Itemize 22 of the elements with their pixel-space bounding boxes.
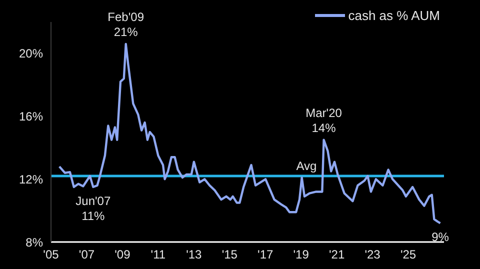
y-tick-label: 20% [18,46,44,61]
x-tick-label: '17 [258,248,274,262]
annotation: 9% [432,230,450,244]
y-tick-label: 16% [18,110,44,124]
x-tick-label: '19 [293,248,310,262]
annotation: Jun'07 11% [76,194,111,223]
x-tick-label: '11 [150,248,166,262]
x-tick-label: '07 [78,248,95,262]
x-tick-label: '13 [186,248,202,262]
x-tick-label: '09 [114,248,131,262]
annotation: Mar'20 14% [306,106,342,135]
annotation: Feb'09 21% [108,10,144,39]
x-tick-label: '25 [400,248,416,262]
x-tick-label: '05 [43,248,60,262]
x-tick-label: '23 [364,248,381,262]
y-tick-label: 8% [26,235,44,250]
legend-label: cash as % AUM [348,8,440,23]
x-tick-label: '21 [329,248,345,262]
ref-line-label: Avg [296,159,317,173]
line-series [58,42,442,224]
x-tick-label: '15 [222,248,238,262]
y-tick-label: 12% [18,172,44,186]
